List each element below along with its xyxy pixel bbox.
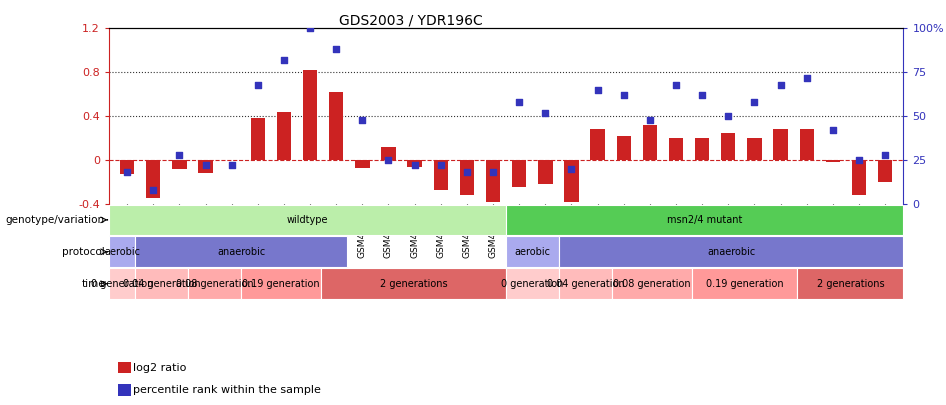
Point [276,57,291,63]
Text: 0 generation: 0 generation [91,279,153,289]
Bar [559,269,612,299]
Point [694,92,710,98]
Text: aerobic: aerobic [515,247,551,257]
Title: GDS2003 / YDR196C: GDS2003 / YDR196C [339,13,482,27]
Point [537,109,552,116]
Bar [460,160,474,195]
Bar [642,125,657,160]
Bar [433,160,448,190]
Point [878,151,893,158]
Text: 0.08 generation: 0.08 generation [176,279,254,289]
Point [433,162,448,168]
Point [669,81,684,88]
Point [381,157,396,163]
Bar [695,138,710,160]
Point [512,99,527,105]
Text: protocol: protocol [62,247,105,257]
Bar [559,237,903,267]
Text: 2 generations: 2 generations [816,279,885,289]
Point [564,166,579,172]
Bar [109,205,506,235]
Point [825,127,840,133]
Bar [109,237,135,267]
Bar [486,160,500,202]
Bar [329,92,343,160]
Bar [321,269,506,299]
Bar [506,269,559,299]
Bar [188,269,241,299]
Bar [721,132,735,160]
Bar [590,129,604,160]
Bar [692,269,797,299]
Bar [355,160,370,168]
Text: anaerobic: anaerobic [217,247,266,257]
Bar [512,160,526,188]
Text: 0.04 generation: 0.04 generation [547,279,624,289]
Bar [617,136,631,160]
Bar [146,160,161,198]
Point [851,157,867,163]
Text: 0.04 generation: 0.04 generation [123,279,201,289]
Bar [564,160,579,202]
Bar [506,237,559,267]
Text: time: time [81,279,105,289]
Point [485,169,500,175]
Point [146,187,161,193]
Bar [408,160,422,166]
Text: 0.19 generation: 0.19 generation [706,279,783,289]
Point [773,81,788,88]
Bar [538,160,552,184]
Point [590,87,605,93]
Bar [277,112,291,160]
Point [799,74,815,81]
Point [328,46,343,53]
Point [172,151,187,158]
Text: aerobic: aerobic [104,247,140,257]
Text: 0.19 generation: 0.19 generation [242,279,320,289]
Bar [669,138,683,160]
Text: msn2/4 mutant: msn2/4 mutant [667,215,743,225]
Point [407,162,422,168]
Text: 2 generations: 2 generations [379,279,447,289]
Bar [303,70,317,160]
Bar [172,160,186,169]
Text: 0 generation: 0 generation [501,279,564,289]
Bar [799,129,814,160]
Bar [199,160,213,173]
Bar [135,237,347,267]
Point [198,162,213,168]
Bar [612,269,692,299]
Text: log2 ratio: log2 ratio [133,363,186,373]
Text: wildtype: wildtype [287,215,328,225]
Bar [826,160,840,162]
Point [721,113,736,119]
Point [642,116,657,123]
Point [616,92,631,98]
Bar [135,269,188,299]
Bar [747,138,762,160]
Text: 0.08 generation: 0.08 generation [613,279,691,289]
Bar [506,205,903,235]
Point [224,162,239,168]
Point [303,25,318,32]
Bar [774,129,788,160]
Point [119,169,134,175]
Text: anaerobic: anaerobic [707,247,756,257]
Bar [251,118,265,160]
Point [355,116,370,123]
Text: percentile rank within the sample: percentile rank within the sample [133,385,322,395]
Point [460,169,475,175]
Bar [797,269,903,299]
Text: genotype/variation: genotype/variation [6,215,105,225]
Bar [241,269,321,299]
Bar [109,269,135,299]
Bar [120,160,134,174]
Bar [851,160,867,195]
Point [250,81,265,88]
Point [747,99,762,105]
Bar [381,147,395,160]
Bar [878,160,892,182]
